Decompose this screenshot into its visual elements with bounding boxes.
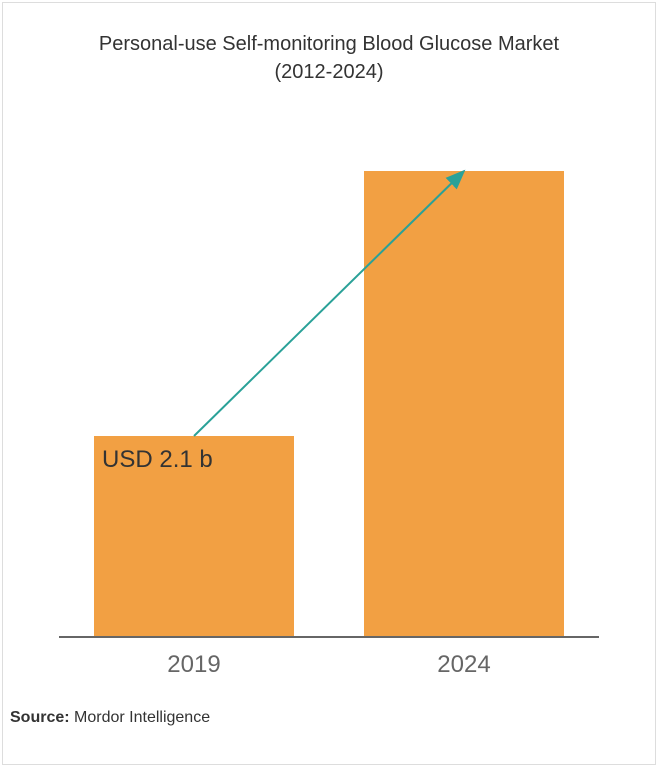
x-label-2024: 2024 (364, 651, 564, 679)
bar-label-2019: USD 2.1 b (102, 446, 213, 474)
source-text: Mordor Intelligence (70, 709, 211, 726)
chart-container: Personal-use Self-monitoring Blood Gluco… (0, 0, 658, 767)
source-label: Source: (10, 709, 70, 726)
x-axis-labels: 2019 2024 (59, 651, 599, 691)
chart-title: Personal-use Self-monitoring Blood Gluco… (10, 30, 648, 86)
x-axis (59, 636, 599, 638)
bar-2019: USD 2.1 b (94, 436, 294, 636)
source-attribution: Source: Mordor Intelligence (10, 709, 210, 727)
x-label-2019: 2019 (94, 651, 294, 679)
plot-area: USD 2.1 b (59, 126, 599, 636)
bar-2024 (364, 171, 564, 636)
